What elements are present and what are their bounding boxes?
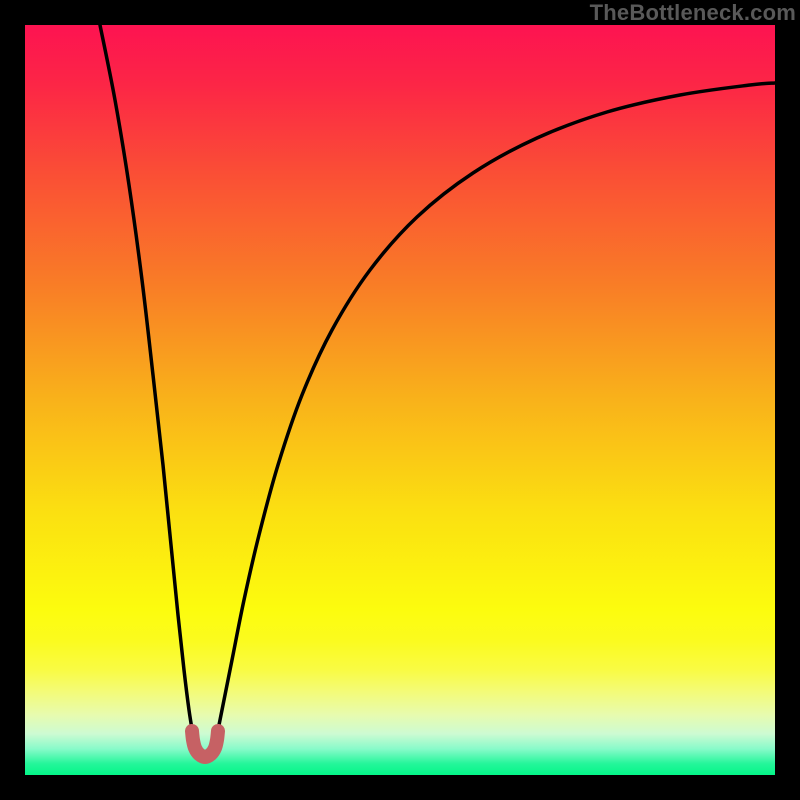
plot-area <box>25 25 775 775</box>
attribution-label: TheBottleneck.com <box>590 0 796 26</box>
gradient-background <box>25 25 775 775</box>
chart-svg <box>25 25 775 775</box>
